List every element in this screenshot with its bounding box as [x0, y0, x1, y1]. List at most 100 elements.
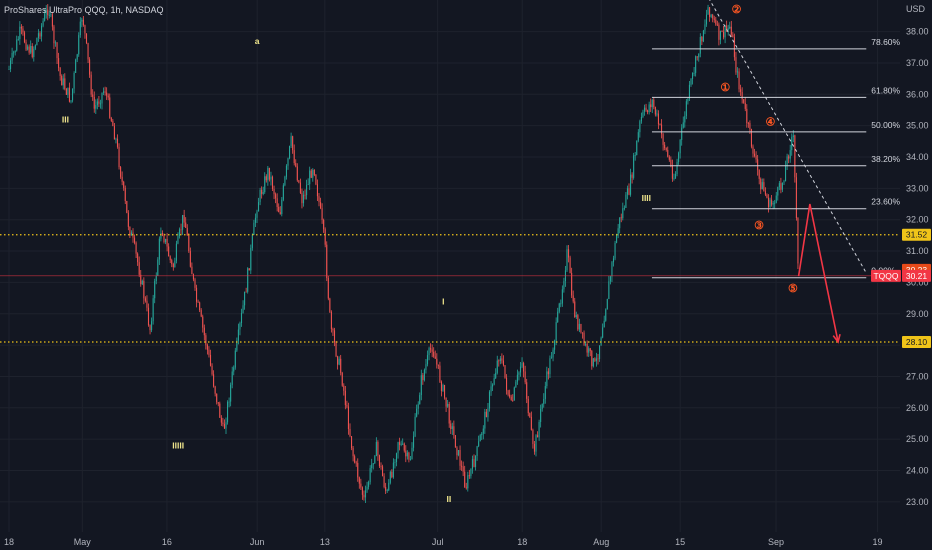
candle-body	[377, 441, 379, 456]
candle-body	[504, 365, 506, 378]
wave-label: III	[62, 115, 69, 125]
candle-body	[623, 207, 625, 209]
candle-body	[265, 176, 267, 181]
candle-body	[428, 348, 430, 356]
candle-body	[643, 107, 646, 112]
candle-body	[275, 194, 277, 199]
candle-body	[389, 471, 391, 483]
candle-body	[213, 374, 215, 387]
candle-body	[716, 24, 718, 26]
candle-body	[202, 316, 204, 328]
candle-body	[619, 217, 621, 229]
candle-body	[129, 226, 131, 236]
candle-body	[639, 121, 641, 133]
candle-body	[519, 366, 522, 373]
candle-body	[313, 169, 315, 175]
price-axis[interactable]: USD23.0024.0025.0026.0027.0028.0029.0030…	[871, 4, 931, 507]
candle-body	[146, 300, 148, 308]
candle-body	[515, 381, 517, 388]
candle-body	[543, 398, 545, 404]
time-axis[interactable]: 18May16Jun13Jul18Aug15Sep19Oct	[4, 537, 932, 547]
candle-body	[592, 358, 594, 367]
candle-body	[180, 229, 182, 231]
candle-body	[406, 452, 408, 457]
candle-body	[637, 132, 639, 141]
candle-body	[245, 291, 247, 293]
candle-body	[27, 46, 29, 50]
candle-body	[467, 475, 469, 489]
candle-body	[271, 176, 274, 189]
candle-body	[290, 136, 292, 147]
candle-body	[705, 14, 708, 25]
candle-body	[30, 45, 32, 53]
candle-body	[674, 174, 677, 179]
candle-body	[261, 189, 263, 194]
candle-body	[250, 247, 252, 271]
candle-body	[152, 298, 154, 322]
candle-body	[61, 75, 63, 86]
candle-body	[219, 403, 221, 418]
candle-body	[151, 321, 153, 331]
candle-body	[287, 158, 289, 166]
candle-body	[199, 302, 201, 311]
candle-body	[729, 26, 731, 29]
candle-body	[707, 7, 709, 15]
candle-body	[764, 191, 766, 195]
candle-body	[580, 323, 582, 333]
candle-body	[698, 53, 700, 58]
candle-body	[733, 37, 735, 58]
candle-body	[572, 295, 574, 302]
candle-body	[206, 345, 208, 350]
candle-body	[550, 357, 553, 359]
candle-body	[323, 219, 325, 230]
candle-body	[620, 217, 622, 219]
candle-body	[661, 124, 663, 135]
candle-body	[436, 358, 438, 365]
candle-body	[120, 167, 122, 177]
candle-body	[386, 490, 388, 492]
y-tick-label: 27.00	[906, 371, 929, 381]
candle-body	[23, 32, 26, 43]
candle-body	[123, 181, 125, 188]
y-tick-label: 30.00	[906, 277, 929, 287]
candle-body	[541, 403, 543, 409]
candle-body	[78, 35, 80, 55]
candle-body	[169, 256, 171, 261]
candle-body	[89, 59, 91, 75]
currency-label: USD	[906, 4, 926, 14]
candle-body	[447, 404, 449, 407]
candle-body	[746, 108, 748, 124]
candle-body	[524, 371, 526, 383]
y-tick-label: 31.00	[906, 246, 929, 256]
candle-body	[11, 52, 13, 61]
candle-body	[628, 188, 630, 195]
candle-body	[444, 384, 446, 398]
candle-body	[186, 227, 188, 236]
candle-body	[668, 156, 670, 160]
candle-body	[701, 37, 703, 42]
chart-grid	[0, 0, 900, 532]
candle-body	[498, 360, 500, 362]
candle-body	[568, 249, 570, 258]
candle-body	[64, 78, 66, 89]
candle-body	[262, 192, 264, 194]
candle-body	[87, 42, 89, 60]
candle-body	[439, 365, 441, 382]
candle-body	[149, 325, 151, 331]
candle-body	[332, 328, 334, 331]
x-tick-label: 18	[4, 537, 14, 547]
x-tick-label: 16	[162, 537, 172, 547]
candle-body	[330, 311, 332, 329]
candle-body	[306, 185, 308, 196]
candle-body	[59, 67, 61, 76]
candle-body	[687, 98, 689, 102]
candle-body	[273, 188, 275, 195]
candle-body	[721, 30, 723, 32]
candle-body	[72, 88, 74, 101]
candle-body	[516, 374, 518, 382]
candle-body	[76, 54, 78, 60]
candle-body	[318, 196, 320, 203]
candle-body	[237, 329, 239, 341]
candle-body	[597, 358, 599, 360]
